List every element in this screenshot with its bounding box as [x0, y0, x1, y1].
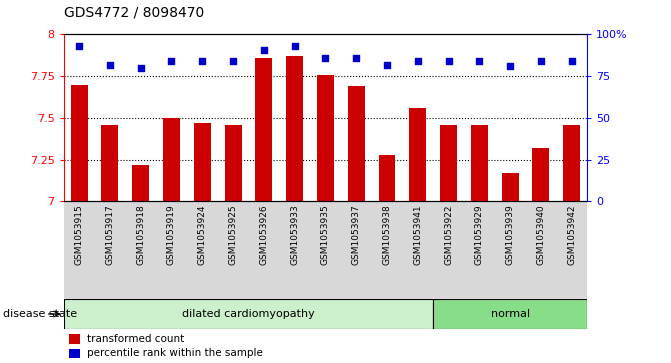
Point [505, 63, 515, 69]
Bar [194, 123, 211, 201]
Point [227, 58, 238, 64]
Text: percentile rank within the sample: percentile rank within the sample [87, 348, 263, 359]
Point [320, 55, 331, 61]
Bar [163, 118, 180, 201]
FancyBboxPatch shape [433, 299, 587, 329]
Point [535, 58, 546, 64]
Bar [409, 108, 426, 201]
Point [105, 62, 115, 68]
Point [444, 58, 454, 64]
Point [136, 65, 146, 71]
Text: normal: normal [491, 309, 529, 319]
Text: dilated cardiomyopathy: dilated cardiomyopathy [182, 309, 315, 319]
Bar [132, 165, 149, 201]
FancyBboxPatch shape [64, 299, 433, 329]
Bar [440, 125, 457, 201]
Point [474, 58, 484, 64]
Bar [471, 125, 488, 201]
Bar [225, 125, 242, 201]
Point [413, 58, 423, 64]
Point [197, 58, 207, 64]
Point [289, 43, 300, 49]
Bar [563, 125, 580, 201]
Bar [502, 173, 519, 201]
Point [258, 46, 269, 52]
Point [166, 58, 177, 64]
Point [74, 43, 85, 49]
Text: transformed count: transformed count [87, 334, 185, 344]
Bar [378, 155, 395, 201]
Bar [256, 58, 272, 201]
Text: GDS4772 / 8098470: GDS4772 / 8098470 [64, 5, 204, 20]
Bar [69, 334, 81, 344]
Bar [348, 86, 365, 201]
Text: disease state: disease state [3, 309, 77, 319]
Point [351, 55, 362, 61]
Bar [70, 85, 88, 201]
Point [566, 58, 577, 64]
Bar [286, 56, 303, 201]
Bar [533, 148, 550, 201]
Bar [101, 125, 118, 201]
Bar [69, 349, 81, 358]
Point [382, 62, 393, 68]
Bar [317, 74, 334, 201]
